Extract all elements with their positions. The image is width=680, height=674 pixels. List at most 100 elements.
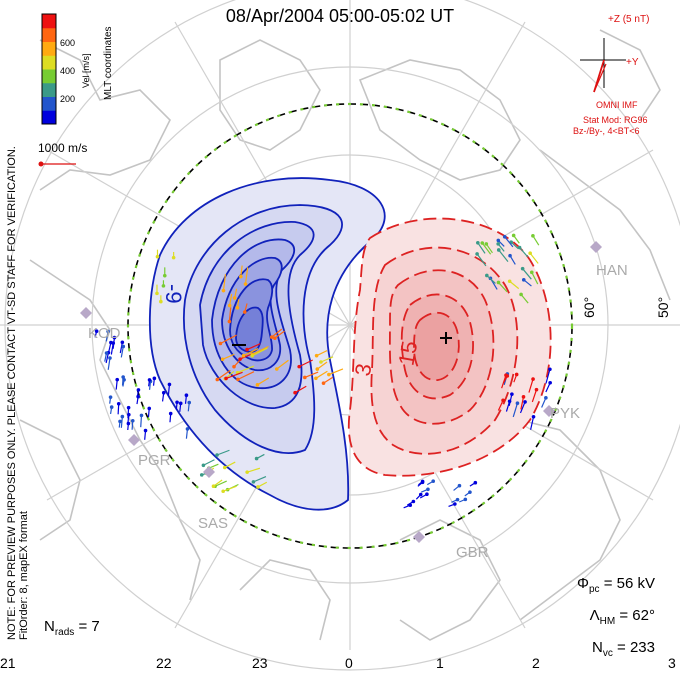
- velocity-vector-origin: [314, 353, 319, 358]
- velocity-vector: [520, 294, 529, 304]
- velocity-vector-origin: [109, 340, 113, 345]
- coastlines: [19, 29, 671, 641]
- velocity-vector-origin: [256, 485, 260, 489]
- site-label-pyk: PYK: [550, 405, 580, 422]
- velocity-vector-origin: [502, 234, 507, 239]
- velocity-vector-origin: [507, 399, 512, 404]
- velocity-vector-origin: [161, 390, 166, 395]
- velocity-vector-origin: [523, 400, 527, 404]
- velocity-vector-origin: [315, 367, 320, 371]
- velocity-vector-origin: [297, 364, 301, 369]
- velocity-vector: [240, 265, 243, 277]
- velocity-vector-origin: [94, 329, 99, 333]
- velocity-vector-origin: [222, 465, 227, 470]
- velocity-vector-origin: [171, 255, 176, 260]
- velocity-vector: [498, 249, 509, 263]
- velocity-vector-origin: [485, 273, 489, 278]
- velocity-vectors: [94, 233, 552, 509]
- velocity-vector-origin: [130, 418, 135, 423]
- map-title: 08/Apr/2004 05:00-05:02 UT: [225, 6, 455, 26]
- scale-vector-label: 1000 m/s: [38, 141, 87, 155]
- velocity-vector-origin: [480, 241, 485, 245]
- velocity-vector: [315, 370, 328, 379]
- velocity-vector: [298, 359, 313, 368]
- mlt-label-0: 0: [345, 655, 353, 671]
- velocity-vector: [320, 356, 334, 363]
- stat-nrads-symbol: N: [44, 618, 55, 635]
- velocity-vector: [520, 396, 525, 410]
- velocity-vector: [529, 252, 539, 264]
- velocity-vector: [274, 330, 285, 339]
- velocity-vector: [119, 342, 123, 354]
- velocity-vector-origin: [534, 387, 539, 392]
- velocity-vector-origin: [529, 270, 534, 275]
- coordinate-label: MLT coordinates: [103, 26, 114, 100]
- velocity-vector-origin: [232, 296, 237, 300]
- velocity-vector-origin: [121, 375, 125, 379]
- velocity-vector-origin: [531, 414, 536, 419]
- velocity-vector-origin: [431, 479, 436, 484]
- velocity-vector-origin: [521, 278, 526, 282]
- velocity-vector-origin: [496, 248, 501, 252]
- contour-label-neg9: -9: [161, 284, 186, 304]
- preview-note: NOTE: FOR PREVIEW PURPOSES ONLY. PLEASE …: [6, 146, 30, 640]
- velocity-vector-origin: [184, 393, 189, 397]
- colorbar-swatch: [42, 69, 56, 84]
- colorbar-swatch: [42, 110, 56, 125]
- velocity-vector-origin: [468, 490, 472, 494]
- imf-model: Stat Mod: RG96: [583, 115, 648, 125]
- velocity-vector-origin: [505, 374, 510, 378]
- velocity-vector: [253, 476, 267, 483]
- velocity-vector: [214, 480, 227, 487]
- velocity-vector: [323, 376, 333, 384]
- velocity-vector-origin: [104, 351, 109, 355]
- velocity-vector: [271, 328, 283, 338]
- velocity-vector-origin: [161, 284, 166, 288]
- velocity-vector: [477, 242, 486, 254]
- stat-lambda-symbol: Λ: [589, 607, 600, 624]
- velocity-vector: [531, 389, 538, 403]
- velocity-vector-origin: [120, 340, 125, 345]
- colorbar-tick-400: 400: [60, 66, 75, 76]
- velocity-vector-origin: [496, 238, 501, 243]
- imf-condition: Bz-/By-, 4<BT<6: [573, 126, 640, 136]
- velocity-vector-origin: [418, 492, 423, 497]
- velocity-vector-origin: [215, 377, 220, 382]
- velocity-vector-origin: [235, 305, 240, 310]
- velocity-vector: [509, 280, 520, 290]
- velocity-vector: [243, 348, 259, 357]
- velocity-vector: [530, 416, 535, 430]
- velocity-vector: [237, 365, 255, 374]
- velocity-vector: [276, 359, 289, 370]
- velocity-vector: [225, 371, 243, 379]
- velocity-vector-origin: [531, 234, 535, 238]
- imf-plus-y: +Y: [626, 57, 639, 68]
- velocity-vector-origin: [224, 376, 228, 381]
- stat-n-vc: Nvc = 233: [592, 639, 655, 659]
- velocity-vector-origin: [473, 480, 478, 485]
- velocity-vector-origin: [168, 411, 173, 416]
- velocity-vector-origin: [118, 419, 122, 424]
- velocity-vector-origin: [112, 335, 117, 340]
- velocity-vector: [228, 307, 232, 322]
- velocity-vector-origin: [251, 480, 256, 484]
- velocity-vector-origin: [126, 405, 131, 410]
- imf-plus-z: +Z (5 nT): [608, 14, 649, 25]
- velocity-vector: [498, 282, 508, 293]
- velocity-vector: [316, 361, 328, 370]
- velocity-vector-origin: [239, 274, 243, 279]
- velocity-vector-origin: [508, 253, 512, 258]
- velocity-vector: [481, 242, 492, 255]
- mlt-label-2: 2: [532, 655, 540, 671]
- velocity-vector: [304, 371, 319, 379]
- velocity-vector-origin: [143, 428, 148, 433]
- velocity-vector-origin: [245, 470, 249, 474]
- velocity-vector: [216, 449, 230, 456]
- velocity-vector-origin: [544, 396, 548, 400]
- velocity-vector: [545, 369, 551, 384]
- velocity-vector-origin: [507, 279, 512, 284]
- velocity-vector: [531, 272, 539, 285]
- velocity-vector: [120, 346, 124, 358]
- velocity-vector: [512, 403, 519, 418]
- stat-nrads-sub: rads: [54, 627, 75, 638]
